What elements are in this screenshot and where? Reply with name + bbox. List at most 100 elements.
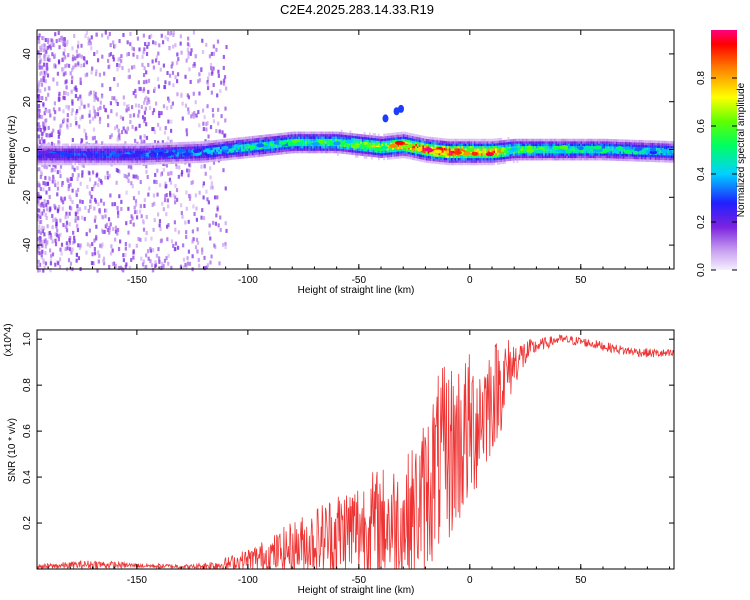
spectrogram-band-cell xyxy=(631,142,634,145)
spectrogram-band-cell xyxy=(401,138,403,142)
spectrogram-band-cell xyxy=(40,157,43,161)
spectrogram-band-cell xyxy=(303,141,306,144)
spectrogram-band-cell xyxy=(278,149,281,153)
spectrogram-band-cell xyxy=(445,150,448,154)
spectrogram-band-cell xyxy=(502,161,505,165)
spectrogram-noise-cell xyxy=(64,247,67,252)
spectrogram-noise-cell xyxy=(176,52,179,57)
spectrogram-noise-cell xyxy=(85,30,89,35)
spectrogram-band-cell xyxy=(116,145,119,149)
spectrogram-band-cell xyxy=(503,139,506,143)
spectrogram-band-cell xyxy=(356,148,359,151)
spectrogram-band-cell xyxy=(253,154,256,158)
spectrogram-band-cell xyxy=(72,157,75,161)
spectrogram-band-cell xyxy=(656,142,659,146)
spectrogram-band-cell xyxy=(377,157,380,161)
spectrogram-band-cell xyxy=(205,140,208,144)
spectrogram-band-cell xyxy=(377,133,380,137)
spectrogram-band-cell xyxy=(241,139,243,143)
spectrogram-band-cell xyxy=(452,157,455,161)
spectrogram-band-cell xyxy=(280,144,283,148)
spectrogram-noise-cell xyxy=(87,103,90,108)
spectrogram-noise-cell xyxy=(124,129,127,134)
spectrogram-noise-cell xyxy=(135,174,138,179)
spectrogram-band-cell xyxy=(145,145,148,149)
spectrogram-band-cell xyxy=(301,136,304,139)
spectrogram-band-cell xyxy=(356,143,359,146)
spectrogram-band-cell xyxy=(470,145,473,149)
spectrogram-band-cell xyxy=(557,153,560,156)
spectrogram-noise-cell xyxy=(169,128,173,133)
spectrogram-noise-cell xyxy=(132,47,136,52)
spectrogram-band-cell xyxy=(429,160,432,164)
spectrogram-band-cell xyxy=(317,138,320,142)
spectrogram-band-cell xyxy=(555,141,558,144)
spectrogram-noise-cell xyxy=(132,249,135,254)
spectrogram-noise-cell xyxy=(209,175,212,180)
spectrogram-band-cell xyxy=(486,150,489,154)
spectrogram-noise-cell xyxy=(143,139,146,144)
spectrogram-band-cell xyxy=(294,136,297,139)
spectrogram-band-cell xyxy=(374,145,377,148)
spectrogram-noise-cell xyxy=(83,104,86,109)
spectrogram-band-cell xyxy=(566,157,568,161)
spectrogram-band-cell xyxy=(239,144,242,148)
spectrogram-band-cell xyxy=(363,151,366,154)
spectrogram-noise-cell xyxy=(203,115,206,120)
spectrogram-band-cell xyxy=(76,160,78,163)
spectrogram-noise-cell xyxy=(37,268,40,273)
spectrogram-band-cell xyxy=(120,162,123,166)
spectrogram-band-cell xyxy=(544,150,547,154)
spectrogram-noise-cell xyxy=(44,250,47,255)
spectrogram-band-cell xyxy=(251,138,254,141)
spectrogram-noise-cell xyxy=(97,259,100,264)
spectrogram-band-cell xyxy=(205,160,208,163)
spectrogram-band-cell xyxy=(559,157,561,161)
spectrogram-band-cell xyxy=(459,162,462,166)
spectrogram-band-cell xyxy=(166,149,169,153)
spectrogram-band-cell xyxy=(573,141,576,144)
spectrogram-band-cell xyxy=(454,138,457,142)
spectrogram-band-cell xyxy=(179,161,181,164)
spectrogram-noise-cell xyxy=(113,44,116,49)
spectrogram-band-cell xyxy=(163,159,165,162)
spectrogram-band-cell xyxy=(393,154,396,157)
spectrogram-band-cell xyxy=(585,150,588,154)
spectrogram-band-cell xyxy=(118,155,121,159)
spectrogram-band-cell xyxy=(635,156,638,160)
spectrogram-noise-cell xyxy=(147,89,150,94)
spectrogram-noise-cell xyxy=(95,173,98,178)
spectrogram-noise-cell xyxy=(68,243,71,248)
spectrogram-noise-cell xyxy=(154,172,157,177)
spectrogram-noise-cell xyxy=(205,42,208,47)
spectrogram-noise-cell xyxy=(86,184,89,189)
spectrogram-band-cell xyxy=(287,151,290,154)
spectrogram-band-cell xyxy=(45,160,48,163)
spectrogram-band-cell xyxy=(550,155,552,159)
spectrogram-band-cell xyxy=(74,143,77,147)
spectrogram-band-cell xyxy=(177,142,180,145)
spectrogram-noise-cell xyxy=(39,212,42,217)
spectrogram-band-cell xyxy=(386,133,389,136)
spectrogram-band-cell xyxy=(65,157,68,161)
spectrogram-band-cell xyxy=(134,143,137,147)
spectrogram-band-cell xyxy=(662,155,664,158)
spectrogram-band-cell xyxy=(56,162,59,166)
spectrogram-band-cell xyxy=(122,150,125,154)
spectrogram-band-cell xyxy=(482,141,485,144)
spectrogram-band-cell xyxy=(450,148,453,151)
spectrogram-band-cell xyxy=(530,141,533,144)
spectrogram-band-cell xyxy=(246,150,249,154)
spectrogram-noise-cell xyxy=(73,167,76,172)
spectrogram-band-cell xyxy=(115,162,117,166)
spectrogram-band-cell xyxy=(562,143,565,147)
spectrogram-band-cell xyxy=(324,148,327,151)
spectrogram-band-cell xyxy=(337,131,339,135)
spectrogram-noise-cell xyxy=(37,181,40,186)
spectrogram-band-cell xyxy=(294,145,297,149)
spectrogram-band-cell xyxy=(468,145,471,149)
spectrogram-band-cell xyxy=(340,129,343,133)
spectrogram-band-cell xyxy=(523,150,526,154)
spectrogram-band-cell xyxy=(154,154,156,158)
spectrogram-band-cell xyxy=(138,157,141,161)
